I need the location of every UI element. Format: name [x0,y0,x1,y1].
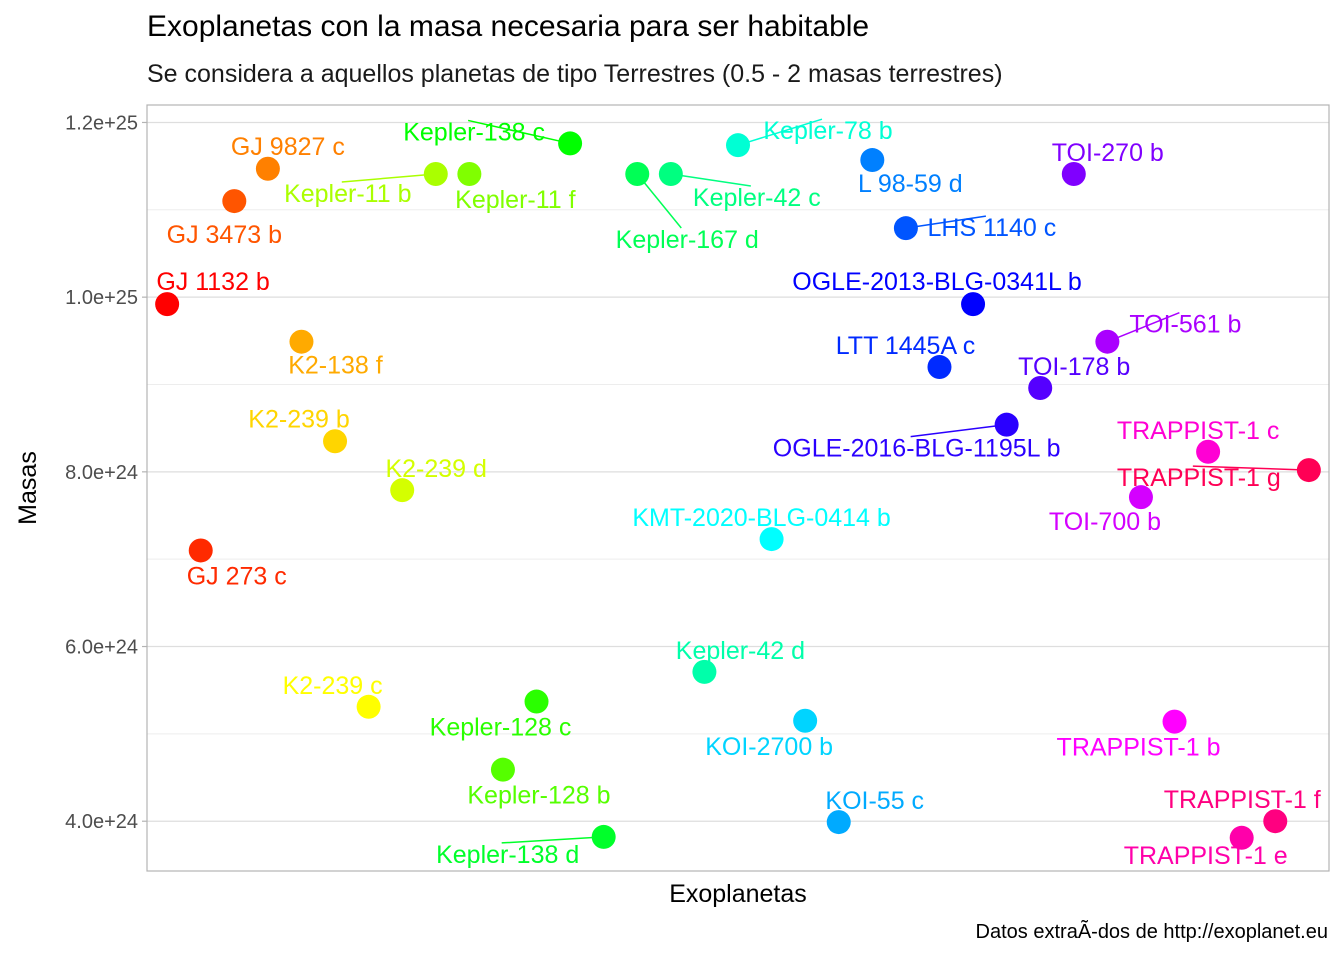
y-tick-label: 8.0e+24 [65,462,138,484]
data-point [793,708,818,733]
data-point [188,538,213,563]
label-leader-line [501,836,604,844]
point-label: Kepler-78 b [763,117,892,145]
point-label: TRAPPIST-1 b [1057,734,1221,762]
data-points [155,131,1321,850]
point-label: TRAPPIST-1 f [1164,786,1321,814]
data-point [625,162,650,187]
label-leader-line [737,118,823,146]
point-label: Kepler-167 d [616,226,759,254]
data-point [524,689,549,714]
data-point [893,216,918,241]
point-labels: GJ 1132 b GJ 273 c GJ 3473 b GJ 9827 c K2-13… [156,117,1320,870]
data-point [961,292,986,317]
data-point [390,478,415,503]
point-label: K2-239 c [283,672,383,700]
y-tick-label: 1.2e+25 [65,112,138,134]
point-label: Kepler-11 b [284,180,411,208]
data-point [1028,375,1053,400]
label-leader-line [670,173,751,187]
y-axis-title: Masas [14,451,42,525]
point-label: L 98-59 d [858,170,963,198]
data-point [658,162,683,187]
point-label: TRAPPIST-1 c [1117,417,1280,445]
y-tick-label: 4.0e+24 [65,811,138,833]
data-point [558,131,583,156]
data-point [490,757,515,782]
grid-lines [147,121,1329,822]
y-axis: 4.0e+24 6.0e+24 8.0e+24 1.0e+25 1.2e+25 [65,112,147,833]
data-point [1128,485,1153,510]
point-label: LTT 1445A c [836,332,975,360]
point-label: Kepler-42 d [676,637,805,665]
point-label: GJ 273 c [187,562,287,590]
data-point [222,189,247,214]
label-leader-line [1107,312,1180,343]
data-point [1229,825,1254,850]
point-label: Kepler-11 f [455,186,575,214]
data-point [423,162,448,187]
data-point [994,412,1019,437]
y-tick-label: 6.0e+24 [65,637,138,659]
data-point [726,133,750,158]
data-point [356,694,381,719]
point-label: Kepler-128 b [467,782,610,810]
point-label: OGLE-2013-BLG-0341L b [792,268,1082,296]
chart-caption: Datos extraÃ-dos de http://exoplanet.eu [975,921,1328,943]
point-label: K2-138 f [288,352,383,380]
point-label: TOI-561 b [1129,311,1241,339]
label-leader-line [467,119,571,145]
point-label: Kepler-42 c [693,184,821,212]
data-point [1095,329,1120,354]
data-point [826,810,851,835]
data-point [289,329,314,354]
point-label: LHS 1140 c [927,214,1056,242]
point-label: K2-239 d [385,455,486,483]
chart-subtitle: Se considera a aquellos planetas de tipo… [147,60,1003,88]
data-point [457,162,482,187]
data-point [591,824,616,849]
data-point [759,527,784,552]
data-point [155,292,180,317]
chart-title: Exoplanetas con la masa necesaria para s… [147,10,870,43]
point-label: KOI-55 c [825,787,924,815]
x-axis-title: Exoplanetas [669,880,807,908]
y-tick-label: 1.0e+25 [65,287,138,309]
point-label: Kepler-138 d [436,841,579,869]
point-label: TOI-700 b [1049,508,1161,536]
data-point [323,429,348,454]
data-point [927,355,952,380]
panel-border [146,104,1330,872]
point-label: OGLE-2016-BLG-1195L b [773,435,1061,463]
label-leader-line [341,173,436,183]
point-label: Kepler-138 c [403,118,545,146]
data-point [1296,458,1321,483]
point-label: Kepler-128 c [430,714,572,742]
point-label: TOI-178 b [1018,353,1130,381]
point-label: GJ 3473 b [167,221,282,249]
data-point [1162,709,1187,734]
data-point [860,148,885,173]
data-point [1263,809,1288,834]
point-label: GJ 1132 b [156,268,270,296]
point-label: TOI-270 b [1052,139,1164,167]
data-point [692,659,717,684]
data-point [1061,162,1086,187]
point-label: K2-239 b [248,405,349,433]
point-label: GJ 9827 c [231,133,345,161]
data-point [255,156,280,181]
label-leader-line [1192,465,1309,471]
label-leader-line [910,423,1007,438]
point-label: TRAPPIST-1 e [1124,842,1288,870]
label-leader-line [905,215,987,229]
data-point [1196,439,1221,464]
point-label: KOI-2700 b [705,733,833,761]
point-label: TRAPPIST-1 g [1117,464,1281,492]
point-label: KMT-2020-BLG-0414 b [632,504,890,532]
